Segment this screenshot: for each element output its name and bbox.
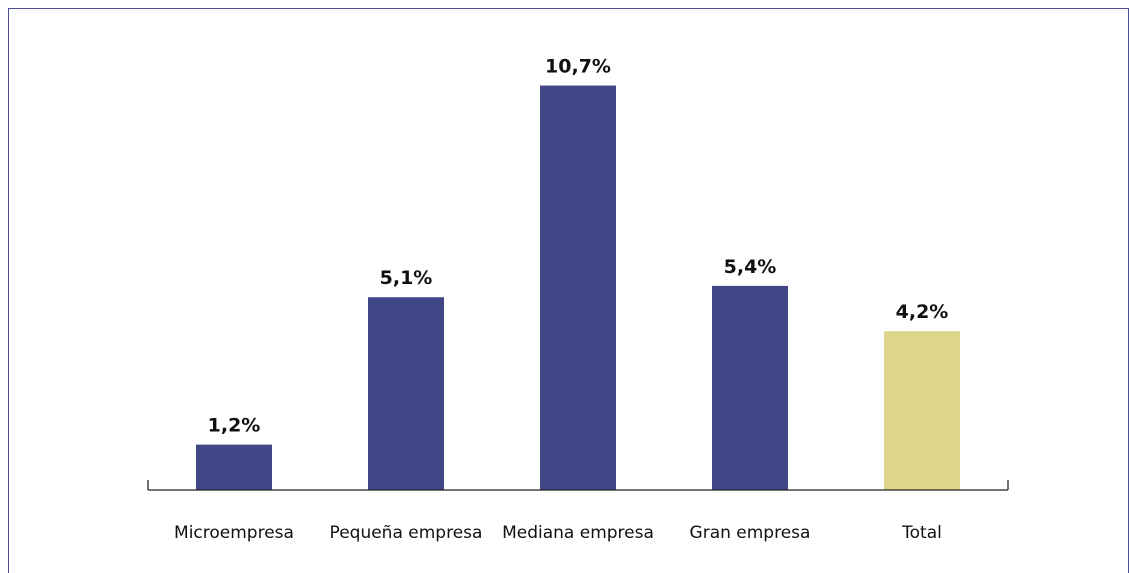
value-label: 4,2% bbox=[896, 301, 949, 323]
category-label: Mediana empresa bbox=[502, 523, 654, 543]
value-label: 1,2% bbox=[208, 415, 261, 437]
bar-mediana-empresa bbox=[540, 85, 616, 490]
category-label: Microempresa bbox=[174, 523, 294, 543]
category-labels-group: Microempresa Pequeña empresa Mediana empre… bbox=[174, 523, 942, 543]
category-label: Gran empresa bbox=[690, 523, 811, 543]
bar-total bbox=[884, 331, 960, 490]
bar-pequeña-empresa bbox=[368, 297, 444, 490]
bar-microempresa bbox=[196, 444, 272, 490]
category-label: Pequeña empresa bbox=[330, 523, 483, 543]
category-label: Total bbox=[901, 523, 942, 543]
bars-group bbox=[196, 85, 960, 490]
value-label: 5,1% bbox=[380, 267, 433, 289]
value-label: 5,4% bbox=[724, 256, 777, 278]
value-label: 10,7% bbox=[545, 56, 611, 78]
bar-gran-empresa bbox=[712, 285, 788, 490]
value-labels-group: 1,2% 5,1% 10,7% 5,4% 4,2% bbox=[208, 56, 949, 437]
